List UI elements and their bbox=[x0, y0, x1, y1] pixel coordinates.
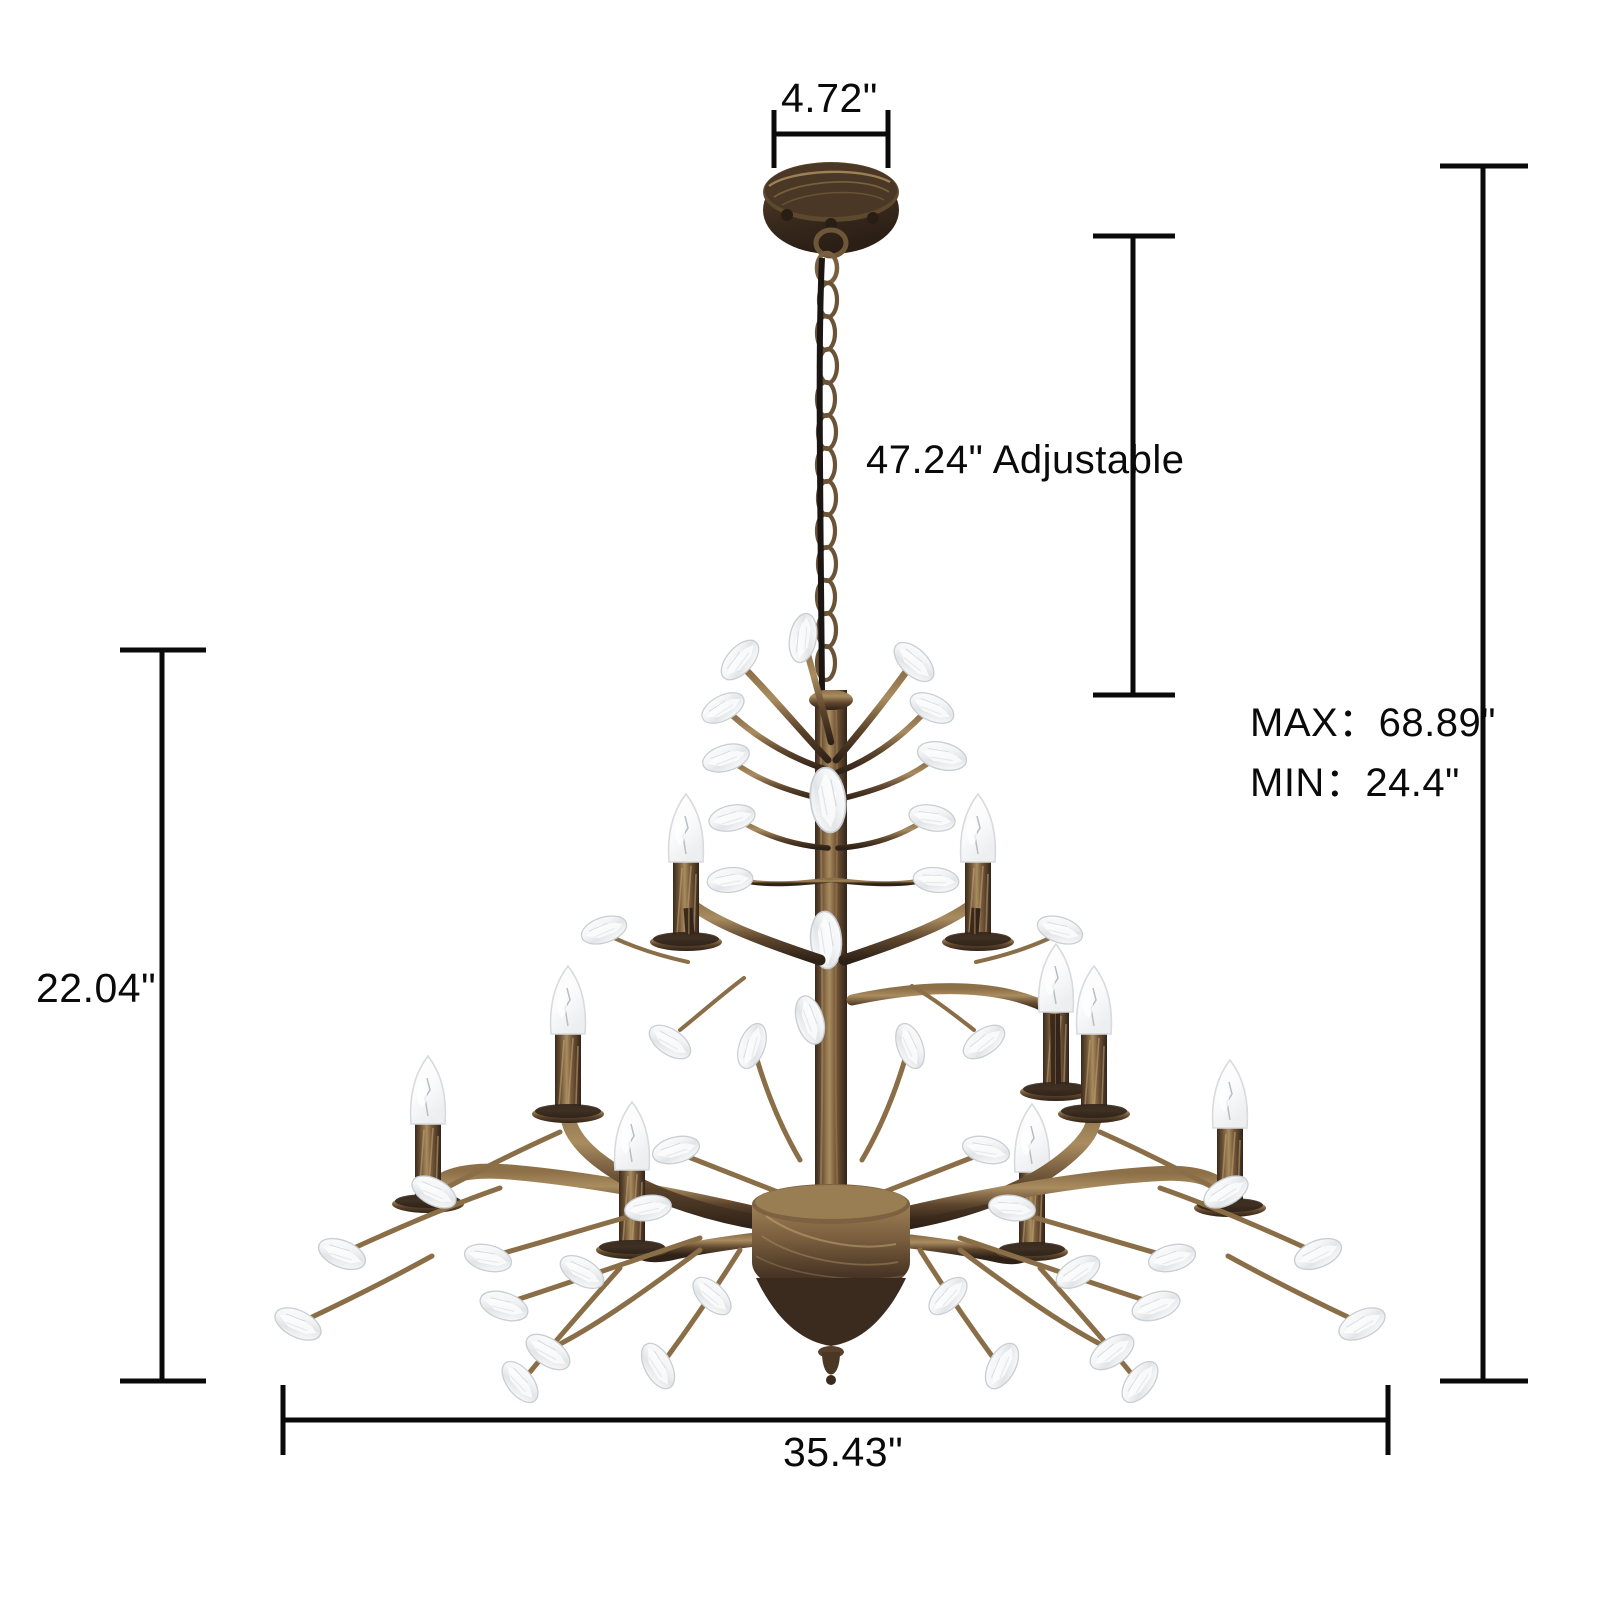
top-crystal-spray bbox=[696, 610, 971, 1049]
hanging-chain bbox=[813, 227, 849, 691]
dimension-canopy-width bbox=[771, 110, 891, 168]
label-fixture-width: 35.43" bbox=[783, 1429, 904, 1475]
label-fixture-height: 22.04" bbox=[36, 965, 157, 1011]
label-max-height: MAX：68.89" bbox=[1250, 701, 1496, 745]
dimension-fixture-width bbox=[280, 1385, 1391, 1455]
upper-tier-arms bbox=[577, 793, 1093, 1102]
crystal-branches bbox=[269, 1019, 1391, 1410]
label-chain-drop: 47.24" Adjustable bbox=[866, 438, 1185, 482]
label-canopy-width: 4.72" bbox=[781, 75, 878, 121]
label-min-height: MIN：24.4" bbox=[1250, 761, 1460, 805]
dimension-lines bbox=[120, 110, 1528, 1455]
chandelier-fixture bbox=[269, 162, 1391, 1410]
ceiling-canopy bbox=[763, 162, 899, 254]
center-hub bbox=[752, 1184, 910, 1385]
dimension-overall-height bbox=[1440, 163, 1528, 1384]
dimension-fixture-height bbox=[120, 647, 206, 1384]
candle-light-lower-2 bbox=[531, 965, 605, 1124]
dimension-chain-drop bbox=[1093, 233, 1175, 698]
